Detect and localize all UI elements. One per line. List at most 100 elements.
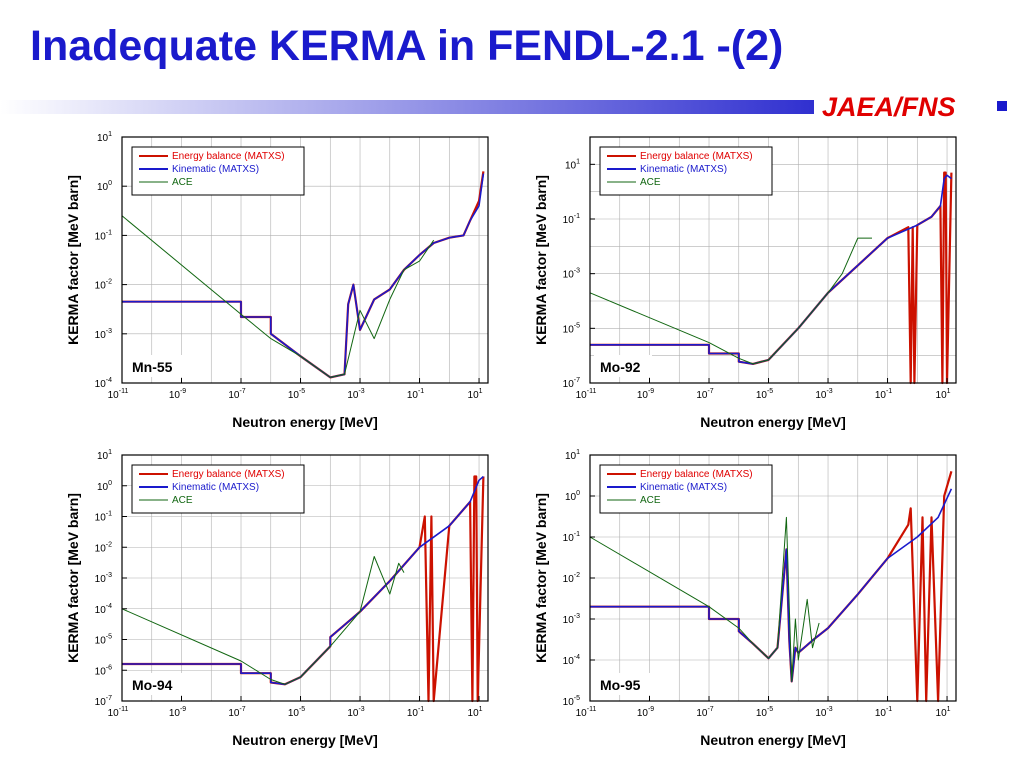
series-line-3 bbox=[121, 215, 435, 378]
organization-label: JAEA/FNS bbox=[822, 92, 956, 122]
x-tick-exponent: -9 bbox=[648, 706, 654, 713]
y-tick-exponent: -4 bbox=[106, 603, 112, 610]
isotope-label-text: Mn-55 bbox=[132, 359, 173, 375]
y-axis-label: KERMA factor [MeV barn] bbox=[65, 493, 81, 663]
x-tick-label: 10-3 bbox=[815, 388, 832, 401]
series-line-2 bbox=[122, 173, 485, 379]
x-tick-label: 10-1 bbox=[407, 706, 424, 719]
legend-entry-2: Kinematic (MATXS) bbox=[172, 482, 259, 493]
x-tick-label: 101 bbox=[936, 388, 951, 401]
x-tick-exponent: -7 bbox=[239, 706, 245, 713]
series-line-3 bbox=[589, 516, 820, 682]
x-tick-exponent: 1 bbox=[479, 706, 483, 713]
legend: Energy balance (MATXS) Kinematic (MATXS) A… bbox=[599, 464, 773, 514]
y-tick-exponent: -1 bbox=[574, 213, 580, 220]
x-tick-exponent: -3 bbox=[826, 706, 832, 713]
isotope-label: Mo-94 bbox=[126, 673, 184, 695]
y-tick-exponent: -5 bbox=[106, 634, 112, 641]
y-tick-label: 10-1 bbox=[563, 213, 580, 226]
x-tick-exponent: 1 bbox=[479, 388, 483, 395]
x-tick-label: 10-3 bbox=[347, 706, 364, 719]
x-tick-label: 10-9 bbox=[637, 706, 654, 719]
series-line-2 bbox=[590, 488, 953, 683]
y-tick-exponent: -7 bbox=[574, 377, 580, 384]
legend-entry-1: Energy balance (MATXS) bbox=[640, 151, 753, 162]
x-tick-label: 10-3 bbox=[815, 706, 832, 719]
isotope-label: Mo-92 bbox=[594, 355, 652, 377]
x-tick-label: 10-1 bbox=[875, 706, 892, 719]
y-tick-label: 101 bbox=[565, 449, 580, 462]
x-tick-exponent: -11 bbox=[119, 388, 129, 395]
legend-entry-1: Energy balance (MATXS) bbox=[172, 469, 285, 480]
title-gradient-rule bbox=[0, 100, 814, 114]
x-tick-exponent: -11 bbox=[119, 706, 129, 713]
y-tick-label: 10-5 bbox=[95, 634, 112, 647]
x-tick-label: 10-9 bbox=[637, 388, 654, 401]
x-tick-label: 10-5 bbox=[756, 706, 773, 719]
y-tick-label: 10-6 bbox=[95, 664, 112, 677]
series-line-2 bbox=[122, 475, 484, 686]
y-tick-label: 100 bbox=[97, 480, 112, 493]
x-tick-exponent: -1 bbox=[418, 388, 424, 395]
x-tick-exponent: -5 bbox=[299, 706, 305, 713]
y-tick-label: 10-1 bbox=[95, 511, 112, 524]
x-tick-exponent: -9 bbox=[648, 388, 654, 395]
y-tick-label: 101 bbox=[565, 158, 580, 171]
y-tick-exponent: -2 bbox=[106, 541, 112, 548]
x-axis-label: Neutron energy [MeV] bbox=[700, 732, 845, 748]
y-tick-exponent: -1 bbox=[106, 511, 112, 518]
y-axis-label: KERMA factor [MeV barn] bbox=[65, 175, 81, 345]
x-tick-label: 10-9 bbox=[169, 706, 186, 719]
chart-panel-mo92: 10-11 10-9 10-7 10-5 10-3 10-1 101 10-7 10-5 10-3… bbox=[528, 125, 1024, 450]
isotope-label-text: Mo-94 bbox=[132, 677, 173, 693]
x-tick-label: 10-7 bbox=[696, 388, 713, 401]
y-tick-label: 10-3 bbox=[95, 572, 112, 585]
y-tick-exponent: -4 bbox=[106, 377, 112, 384]
chart-mo94: 10-11 10-9 10-7 10-5 10-3 10-1 10110-710-610-5… bbox=[65, 449, 489, 748]
y-tick-exponent: -3 bbox=[106, 328, 112, 335]
x-axis-label: Neutron energy [MeV] bbox=[700, 414, 845, 430]
x-tick-label: 10-5 bbox=[756, 388, 773, 401]
series-line-3 bbox=[121, 556, 405, 685]
y-tick-exponent: -3 bbox=[106, 572, 112, 579]
x-tick-label: 101 bbox=[468, 388, 483, 401]
isotope-label-bg bbox=[126, 355, 184, 377]
y-tick-exponent: -3 bbox=[574, 268, 580, 275]
isotope-label: Mo-95 bbox=[594, 673, 652, 695]
y-tick-exponent: 1 bbox=[108, 449, 112, 456]
legend-entry-2: Kinematic (MATXS) bbox=[172, 164, 259, 175]
chart-mo92: 10-11 10-9 10-7 10-5 10-3 10-1 10110-710-510-3… bbox=[533, 136, 957, 430]
y-tick-exponent: 0 bbox=[108, 480, 112, 487]
y-tick-exponent: -7 bbox=[106, 695, 112, 702]
y-tick-label: 10-2 bbox=[95, 541, 112, 554]
x-tick-exponent: -7 bbox=[707, 706, 713, 713]
y-tick-exponent: -3 bbox=[574, 613, 580, 620]
y-tick-label: 10-2 bbox=[95, 279, 112, 292]
y-axis-label: KERMA factor [MeV barn] bbox=[533, 493, 549, 663]
x-tick-exponent: -1 bbox=[418, 706, 424, 713]
x-tick-label: 10-1 bbox=[875, 388, 892, 401]
x-tick-label: 10-5 bbox=[288, 706, 305, 719]
legend-entry-1: Energy balance (MATXS) bbox=[172, 151, 285, 162]
x-tick-label: 10-11 bbox=[576, 388, 597, 401]
legend: Energy balance (MATXS) Kinematic (MATXS) A… bbox=[131, 146, 305, 196]
legend-entry-3: ACE bbox=[172, 177, 193, 188]
chart-panel-mo95: 10-11 10-9 10-7 10-5 10-3 10-1 101 10-5 10-4 10-3… bbox=[528, 443, 1024, 768]
legend: Energy balance (MATXS) Kinematic (MATXS) A… bbox=[599, 146, 773, 196]
x-tick-label: 10-11 bbox=[108, 706, 129, 719]
x-tick-exponent: 1 bbox=[947, 388, 951, 395]
y-tick-exponent: -6 bbox=[106, 664, 112, 671]
x-tick-exponent: -1 bbox=[886, 388, 892, 395]
y-tick-label: 100 bbox=[565, 490, 580, 503]
chart-panel-mo94: 10-11 10-9 10-7 10-5 10-3 10-1 101 10-7 10-6 10-5… bbox=[60, 443, 572, 768]
y-tick-label: 101 bbox=[97, 131, 112, 144]
x-tick-exponent: -3 bbox=[358, 706, 364, 713]
y-tick-label: 10-5 bbox=[563, 695, 580, 708]
y-tick-label: 10-7 bbox=[95, 695, 112, 708]
x-tick-exponent: 1 bbox=[947, 706, 951, 713]
x-tick-label: 10-7 bbox=[228, 706, 245, 719]
y-tick-exponent: -2 bbox=[574, 572, 580, 579]
x-tick-label: 10-5 bbox=[288, 388, 305, 401]
y-tick-label: 10-3 bbox=[563, 268, 580, 281]
y-tick-exponent: -5 bbox=[574, 695, 580, 702]
